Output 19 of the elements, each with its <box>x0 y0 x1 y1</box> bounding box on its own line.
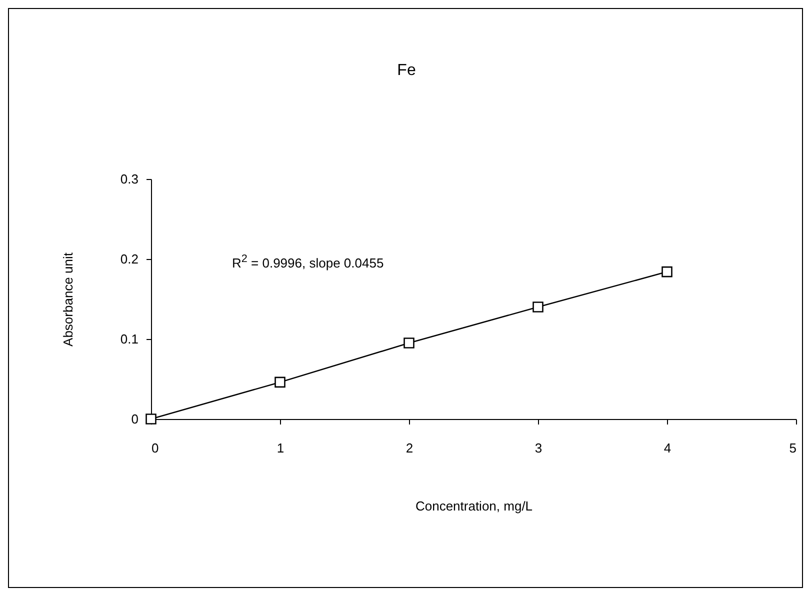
annotation: R$^{2}$ = 0.9996, slope 0.0455 <box>232 253 384 270</box>
x-axis-title: Concentration, mg/L <box>415 498 533 514</box>
x-tick-label: 0 <box>152 440 159 456</box>
y-tick-label: 0.1 <box>120 332 138 346</box>
y-tick-label: 0 <box>131 412 138 426</box>
x-tick-label: 5 <box>789 440 796 456</box>
x-tick-label: 3 <box>534 440 542 456</box>
x-tick-label: 2 <box>406 440 414 456</box>
x-tick-label: 1 <box>276 440 284 456</box>
y-axis-title: Absorbance unit <box>60 252 76 346</box>
chart-title: Fe <box>397 62 416 79</box>
y-tick-label: 0.3 <box>120 172 138 186</box>
point <box>532 302 544 312</box>
x-tick-label: 4 <box>664 440 672 456</box>
point <box>274 376 286 388</box>
point <box>662 266 672 278</box>
point <box>146 414 156 424</box>
point <box>404 338 414 348</box>
y-tick-label: 0.2 <box>120 252 138 266</box>
